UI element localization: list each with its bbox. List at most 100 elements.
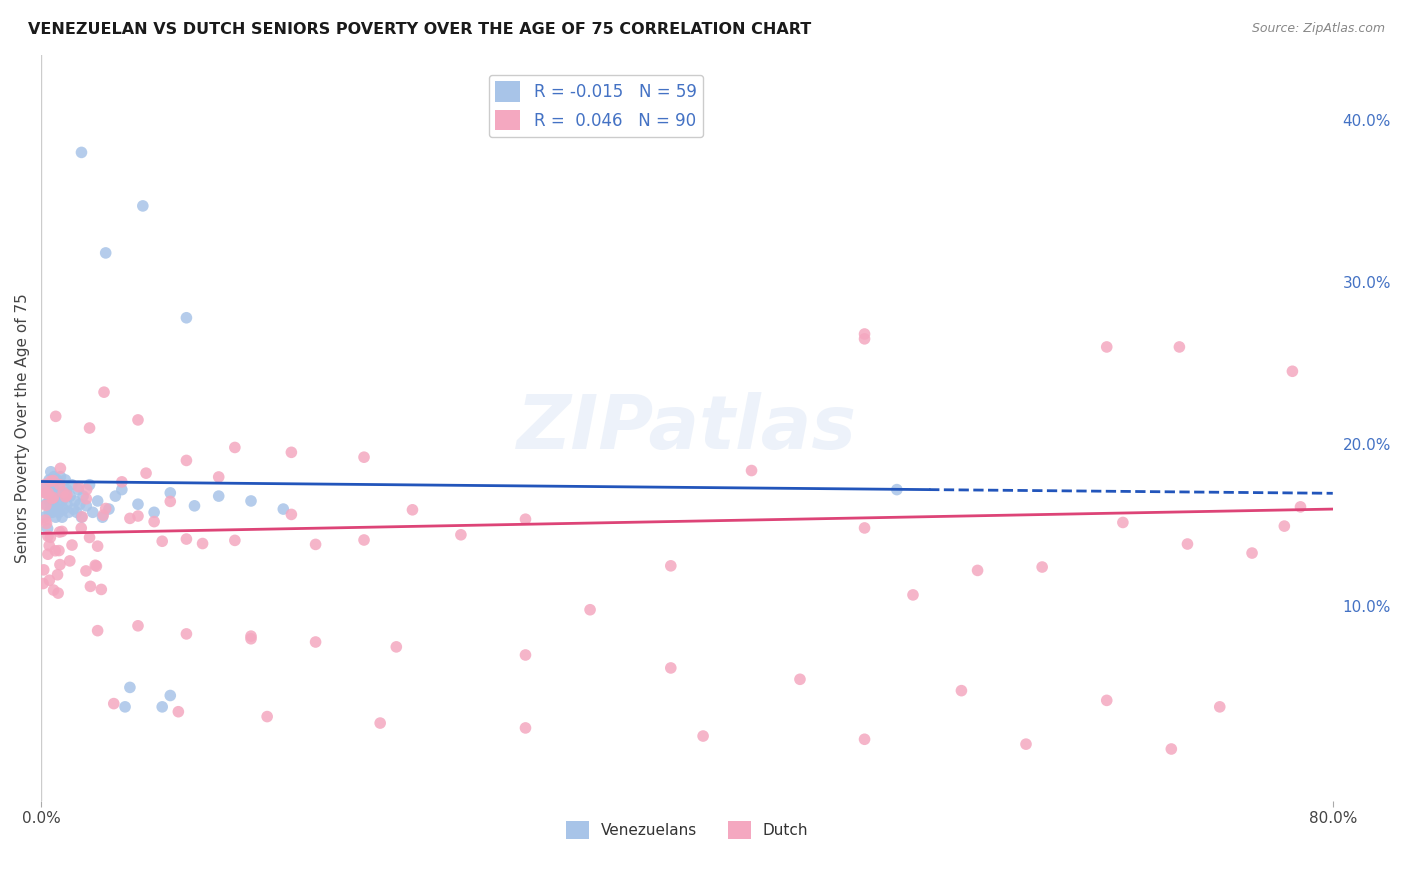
Point bbox=[55, 490, 77, 504]
Point bbox=[91, 510, 114, 524]
Point bbox=[176, 532, 198, 546]
Point bbox=[950, 683, 973, 698]
Point bbox=[52, 502, 75, 516]
Point bbox=[38, 539, 60, 553]
Point bbox=[135, 466, 157, 480]
Point bbox=[127, 413, 149, 427]
Point bbox=[63, 494, 86, 508]
Point bbox=[176, 627, 198, 641]
Point bbox=[34, 510, 56, 524]
Point bbox=[579, 603, 602, 617]
Point bbox=[1177, 537, 1199, 551]
Point bbox=[240, 494, 263, 508]
Point bbox=[111, 475, 134, 489]
Point bbox=[53, 486, 76, 500]
Point bbox=[72, 489, 94, 503]
Point bbox=[127, 497, 149, 511]
Point bbox=[41, 505, 63, 519]
Point bbox=[132, 199, 155, 213]
Point bbox=[789, 673, 811, 687]
Point bbox=[159, 494, 181, 508]
Point bbox=[39, 502, 62, 516]
Point bbox=[49, 483, 72, 497]
Point bbox=[46, 486, 69, 500]
Point bbox=[48, 543, 70, 558]
Point bbox=[240, 632, 263, 646]
Point bbox=[143, 515, 166, 529]
Point bbox=[150, 534, 173, 549]
Point bbox=[51, 524, 73, 539]
Text: ZIPatlas: ZIPatlas bbox=[517, 392, 856, 465]
Point bbox=[82, 505, 104, 519]
Point bbox=[224, 533, 246, 548]
Point bbox=[853, 521, 876, 535]
Point bbox=[208, 470, 231, 484]
Point bbox=[46, 473, 69, 487]
Point bbox=[280, 508, 302, 522]
Point bbox=[304, 635, 326, 649]
Point bbox=[127, 619, 149, 633]
Point bbox=[67, 480, 90, 494]
Point bbox=[240, 629, 263, 643]
Point bbox=[901, 588, 924, 602]
Point bbox=[75, 564, 97, 578]
Point bbox=[1112, 516, 1135, 530]
Point bbox=[56, 497, 79, 511]
Point bbox=[208, 489, 231, 503]
Point bbox=[93, 385, 115, 400]
Point bbox=[35, 486, 58, 500]
Point bbox=[59, 489, 82, 503]
Point bbox=[1095, 693, 1118, 707]
Point bbox=[353, 450, 375, 465]
Point bbox=[1031, 560, 1053, 574]
Point bbox=[114, 699, 136, 714]
Point bbox=[67, 483, 90, 497]
Text: Source: ZipAtlas.com: Source: ZipAtlas.com bbox=[1251, 22, 1385, 36]
Point bbox=[659, 661, 682, 675]
Point bbox=[52, 485, 75, 500]
Point bbox=[385, 640, 408, 654]
Point bbox=[111, 483, 134, 497]
Point bbox=[86, 539, 108, 553]
Point bbox=[79, 421, 101, 435]
Point bbox=[966, 563, 988, 577]
Point bbox=[127, 508, 149, 523]
Point bbox=[659, 558, 682, 573]
Point bbox=[41, 491, 63, 505]
Point bbox=[191, 536, 214, 550]
Point bbox=[38, 473, 60, 487]
Point bbox=[79, 531, 101, 545]
Point bbox=[42, 474, 65, 488]
Point bbox=[159, 486, 181, 500]
Point bbox=[224, 441, 246, 455]
Point bbox=[183, 499, 205, 513]
Point bbox=[53, 473, 76, 487]
Point bbox=[32, 576, 55, 591]
Point bbox=[90, 582, 112, 597]
Point bbox=[66, 505, 89, 519]
Point bbox=[46, 586, 69, 600]
Point bbox=[69, 497, 91, 511]
Point bbox=[48, 524, 70, 539]
Point bbox=[32, 563, 55, 577]
Text: VENEZUELAN VS DUTCH SENIORS POVERTY OVER THE AGE OF 75 CORRELATION CHART: VENEZUELAN VS DUTCH SENIORS POVERTY OVER… bbox=[28, 22, 811, 37]
Point bbox=[39, 530, 62, 544]
Point bbox=[56, 483, 79, 497]
Point bbox=[51, 510, 73, 524]
Point bbox=[48, 494, 70, 508]
Point bbox=[271, 502, 294, 516]
Point bbox=[1095, 340, 1118, 354]
Point bbox=[75, 499, 97, 513]
Point bbox=[38, 505, 60, 519]
Point bbox=[35, 499, 58, 513]
Point bbox=[256, 709, 278, 723]
Point bbox=[56, 488, 79, 502]
Point bbox=[35, 477, 58, 491]
Point bbox=[159, 689, 181, 703]
Point bbox=[39, 465, 62, 479]
Point bbox=[37, 486, 59, 500]
Point bbox=[45, 489, 67, 503]
Point bbox=[304, 537, 326, 551]
Point bbox=[70, 509, 93, 524]
Legend: Venezuelans, Dutch: Venezuelans, Dutch bbox=[560, 814, 814, 846]
